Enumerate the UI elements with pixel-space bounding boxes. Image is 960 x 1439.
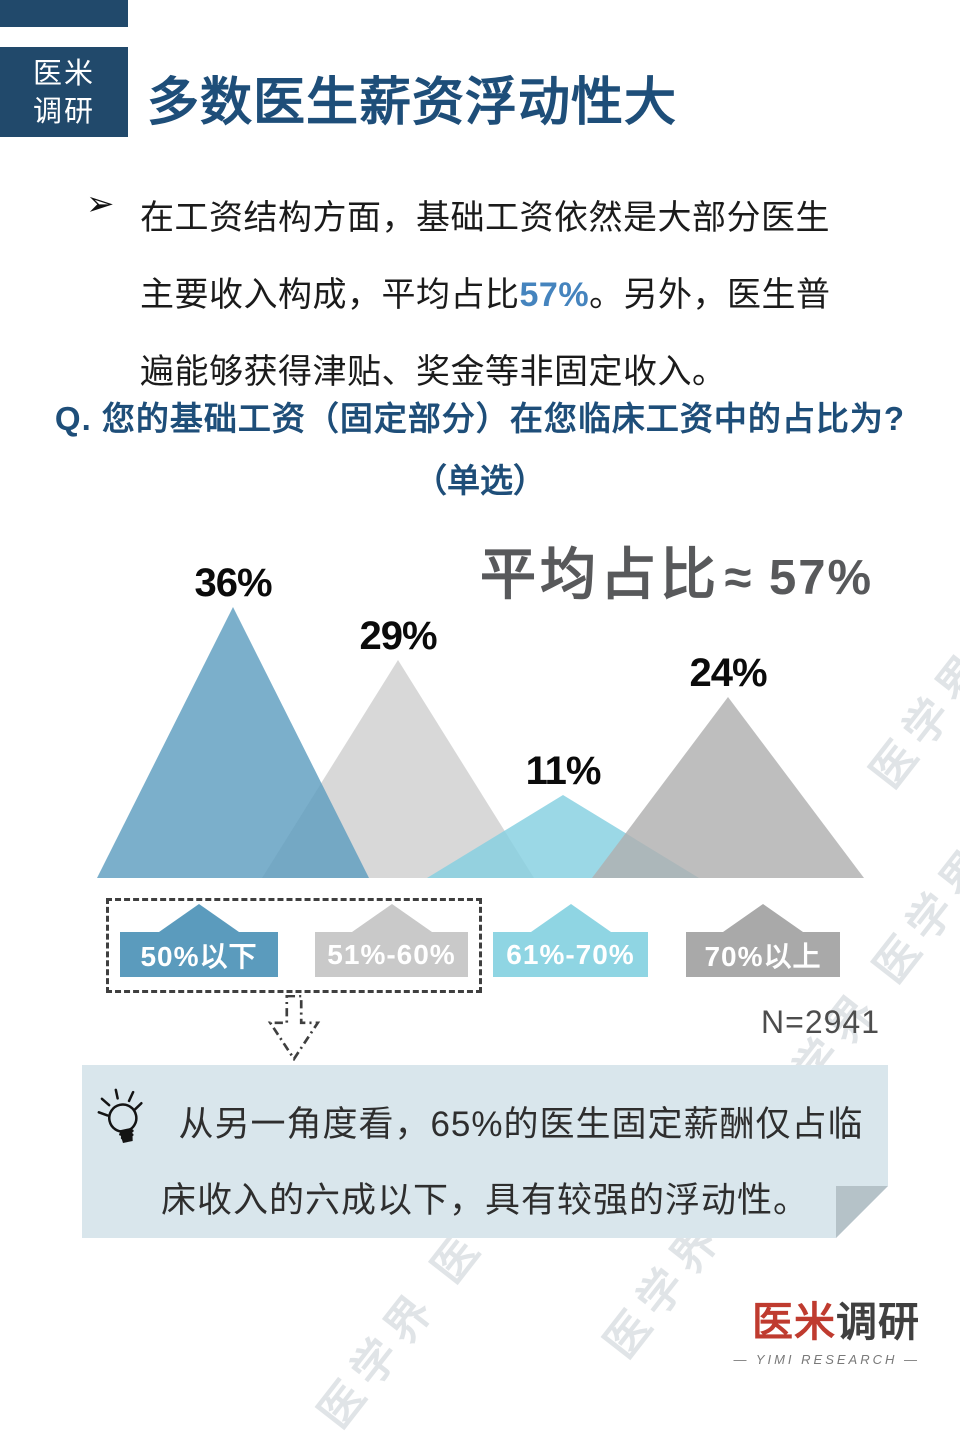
peak-value-label: 24% [689,651,767,696]
brand-badge-line1: 医米 [32,58,95,90]
survey-question-line1: Q. 您的基础工资（固定部分）在您临床工资中的占比为? [54,400,906,437]
legend-label: 51%-60% [327,938,456,970]
sample-size-note: N=2941 [761,1004,880,1040]
insight-callout-text: 从另一角度看，65%的医生固定薪酬仅占临 床收入的六成以下，具有较强的浮动性。 [82,1087,888,1239]
legend-item-51%-60%: 51%-60% [315,904,468,977]
insight-callout: 从另一角度看，65%的医生固定薪酬仅占临 床收入的六成以下，具有较强的浮动性。 [82,1065,888,1238]
triangle-peak-51%-60% [262,660,534,878]
legend-item-50%以下: 50%以下 [120,904,278,977]
brand-badge-line2: 调研 [32,96,95,128]
callout-folded-corner [836,1186,888,1238]
page-title: 多数医生薪资浮动性大 [147,74,678,132]
legend-rect: 50%以下 [120,932,278,977]
legend-rect: 70%以上 [686,932,840,977]
peak-value-label: 29% [359,613,437,658]
intro-highlight-value: 57% [519,276,590,314]
intro-text-before: 在工资结构方面，基础工资依然是大部分医生主要收入构成，平均占比 [140,199,830,314]
footer-brand-name: 医米调研 [620,1288,920,1348]
highlight-selection-box [106,898,482,993]
legend-item-61%-70%: 61%-70% [493,904,648,977]
survey-question: Q. 您的基础工资（固定部分）在您临床工资中的占比为? （单选） [0,392,960,502]
legend-rect: 61%-70% [493,932,648,977]
footer-brand-subtitle: — YIMI RESEARCH — [733,1352,920,1367]
average-annotation-label: 平均占比 [480,543,720,606]
legend-item-70%以上: 70%以上 [686,904,840,977]
legend-peak-icon [159,904,239,932]
legend-peak-icon [723,904,803,932]
average-annotation: 平均占比 ≈ 57% [480,530,873,611]
bullet-arrow-icon: ➢ [86,185,115,223]
survey-question-line2: （单选） [414,462,546,499]
legend-peak-icon [351,904,432,932]
average-annotation-value: ≈ 57% [724,551,874,605]
triangle-peak-61%-70% [427,795,699,878]
footer-brand: 医米调研 — YIMI RESEARCH — [620,1288,920,1367]
header-accent-bar [0,0,128,27]
intro-text-after: 。另外，医生普遍能够获得津贴、奖金等非固定收入。 [140,276,831,391]
footer-brand-red: 医米 [752,1299,836,1345]
footer-brand-dark: 调研 [836,1299,920,1345]
triangle-peak-70%以上 [592,697,864,878]
triangle-peak-50%以下 [97,607,369,878]
peak-value-label: 11% [525,749,602,794]
intro-paragraph: 在工资结构方面，基础工资依然是大部分医生主要收入构成，平均占比57%。另外，医生… [140,180,856,411]
peak-value-label: 36% [194,561,272,605]
legend-label: 50%以下 [140,940,258,972]
insight-line2: 床收入的六成以下，具有较强的浮动性。 [160,1181,809,1220]
legend-label: 61%-70% [506,938,635,970]
lightbulb-icon [97,1088,143,1144]
legend-rect: 51%-60% [315,932,468,977]
watermark: 医学界 [861,639,960,798]
insight-line1: 从另一角度看，65%的医生固定薪酬仅占临 [178,1105,864,1144]
legend-label: 70%以上 [704,940,822,972]
brand-badge: 医米 调研 [0,47,128,137]
down-arrow-icon [267,995,321,1061]
legend-peak-icon [530,904,611,932]
